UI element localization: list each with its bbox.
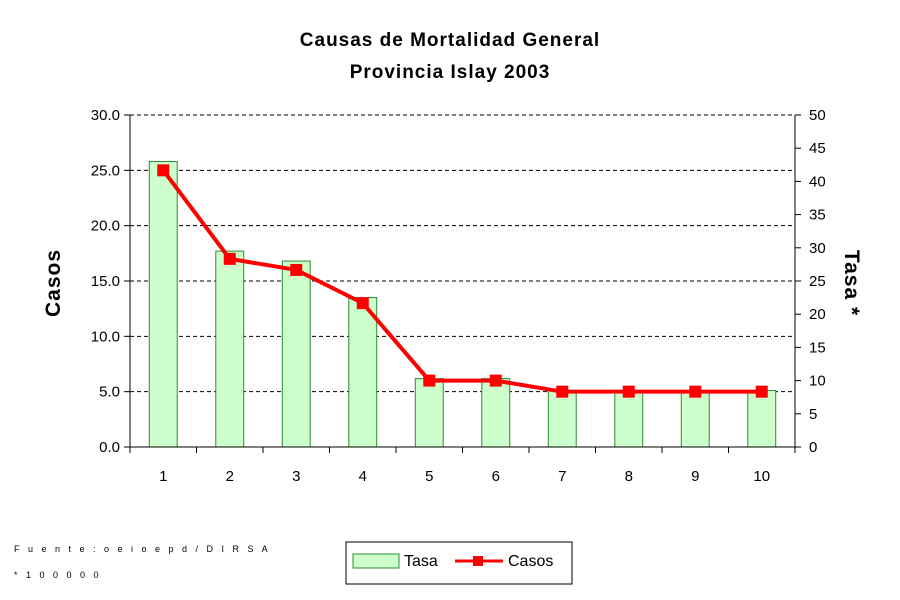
right-tick-label: 20 — [809, 306, 826, 323]
right-tick-label: 5 — [809, 406, 817, 423]
right-tick-label: 25 — [809, 273, 826, 290]
left-axis-label: Casos — [42, 249, 65, 317]
line-series-casos — [157, 164, 768, 398]
left-tick-label: 25.0 — [91, 162, 120, 179]
left-tick-label: 10.0 — [91, 328, 120, 345]
point-casos — [423, 374, 436, 387]
x-tick-label: 6 — [492, 468, 500, 485]
left-tick-label: 0.0 — [99, 439, 120, 456]
left-tick-label: 15.0 — [91, 273, 120, 290]
right-tick-label: 0 — [809, 439, 817, 456]
right-tick-label: 30 — [809, 240, 826, 257]
bar-tasa — [281, 260, 311, 448]
right-tick-label: 45 — [809, 140, 826, 157]
chart-title: Causas de Mortalidad General — [300, 30, 600, 51]
point-casos — [356, 297, 369, 310]
bar-tasa — [414, 378, 444, 448]
right-tick-label: 40 — [809, 173, 826, 190]
point-casos — [689, 385, 702, 398]
left-tick-label: 30.0 — [91, 107, 120, 124]
right-axis-label: Tasa * — [840, 250, 863, 316]
x-tick-label: 9 — [691, 468, 699, 485]
chart-subtitle: Provincia Islay 2003 — [350, 62, 551, 83]
bar-tasa — [215, 250, 245, 448]
point-casos — [755, 385, 768, 398]
bar-tasa — [148, 160, 178, 448]
legend-marker-casos — [473, 556, 483, 566]
point-casos — [157, 164, 170, 177]
x-tick-label: 1 — [159, 468, 167, 485]
point-casos — [622, 385, 635, 398]
right-tick-label: 15 — [809, 339, 826, 356]
left-tick-label: 20.0 — [91, 218, 120, 235]
legend-swatch-tasa — [352, 553, 400, 569]
legend-label-casos: Casos — [508, 553, 553, 570]
legend-label-tasa: Tasa — [404, 553, 438, 570]
x-tick-label: 4 — [359, 468, 367, 485]
bar-series-tasa — [148, 160, 777, 448]
right-tick-label: 50 — [809, 107, 826, 124]
point-casos — [556, 385, 569, 398]
x-tick-label: 5 — [425, 468, 433, 485]
left-tick-label: 5.0 — [99, 384, 120, 401]
bar-tasa — [547, 390, 577, 448]
x-axis-ticks: 1 2 3 4 5 6 7 8 9 10 — [159, 468, 770, 485]
x-tick-label: 10 — [753, 468, 770, 485]
point-casos — [489, 374, 502, 387]
left-axis-ticks: 0.0 5.0 10.0 15.0 20.0 25.0 30.0 — [91, 107, 130, 456]
right-axis-ticks: 0 5 10 15 20 25 30 35 40 45 50 — [795, 107, 826, 456]
rate-footnote: * 1 0 0 0 0 0 — [14, 570, 102, 580]
bar-tasa — [680, 390, 710, 448]
x-tick-label: 3 — [292, 468, 300, 485]
x-tick-label: 2 — [226, 468, 234, 485]
bar-tasa — [481, 378, 511, 448]
bar-tasa — [348, 297, 378, 448]
right-tick-label: 35 — [809, 207, 826, 224]
point-casos — [290, 263, 303, 276]
legend: Tasa Casos — [345, 541, 573, 585]
bar-tasa — [614, 390, 644, 448]
bar-tasa — [747, 390, 777, 448]
right-tick-label: 10 — [809, 373, 826, 390]
x-tick-label: 8 — [625, 468, 633, 485]
line-casos — [161, 169, 762, 394]
point-casos — [223, 252, 236, 265]
x-tick-label: 7 — [558, 468, 566, 485]
source-footnote: F u e n t e : o e i o e p d / D I R S A — [14, 544, 271, 554]
